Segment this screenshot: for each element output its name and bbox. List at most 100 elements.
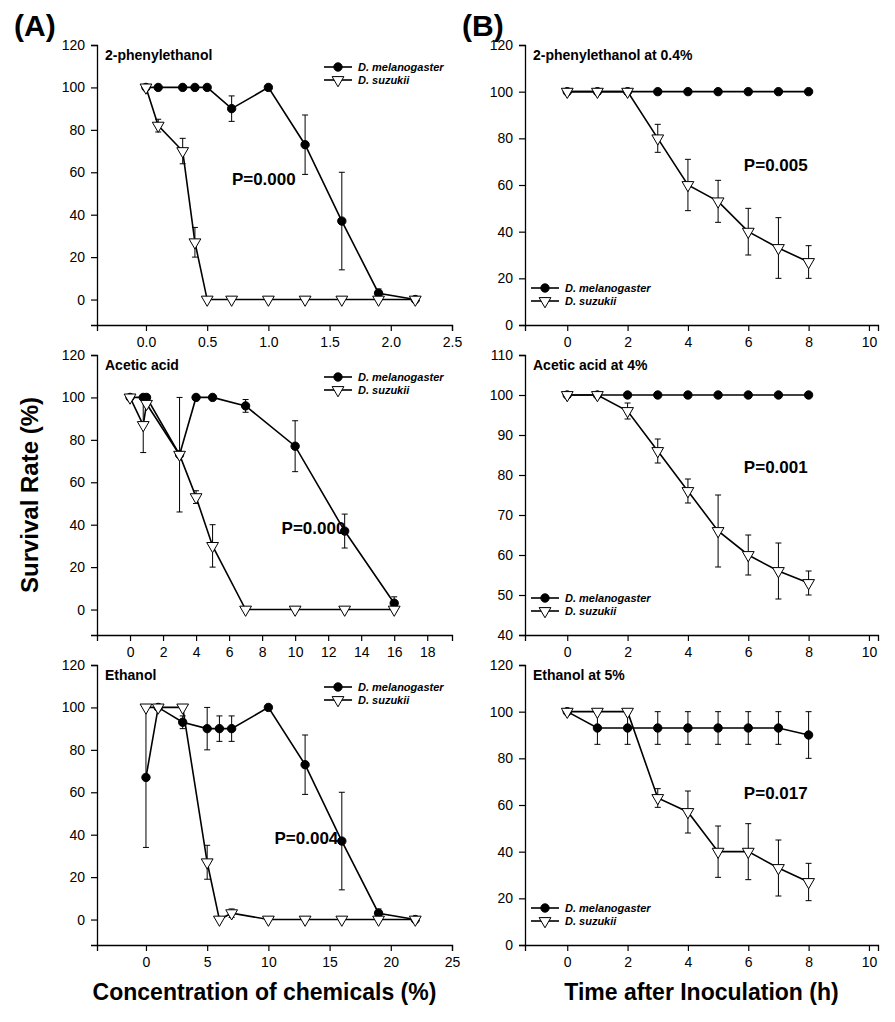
x-tick: 8 [805, 325, 813, 350]
x-tick-mark [130, 635, 131, 641]
data-point [742, 228, 754, 238]
y-tick: 120 [62, 657, 97, 673]
x-tick-label: 0 [564, 644, 572, 660]
y-tick: 40 [497, 844, 525, 860]
data-point [623, 724, 631, 732]
x-tick: 0 [143, 945, 151, 970]
data-point [207, 543, 219, 553]
y-tick-label: 40 [69, 827, 85, 843]
x-axis: 0246810 [526, 945, 879, 970]
y-tick-mark [91, 397, 97, 398]
data-point [714, 87, 722, 95]
data-point [152, 704, 164, 714]
data-point [742, 848, 754, 858]
x-tick-mark [163, 635, 164, 641]
y-tick-mark [519, 325, 525, 326]
x-tick-label: 2 [624, 954, 632, 970]
y-tick-label: 120 [62, 657, 86, 673]
series-line [130, 397, 394, 609]
y-axis: 020406080100120 [490, 657, 526, 953]
data-point [227, 724, 235, 732]
y-tick: 90 [497, 427, 525, 443]
x-tick-mark [268, 325, 269, 331]
y-tick: 80 [69, 122, 97, 138]
x-tick-mark [146, 945, 147, 951]
x-tick-mark [567, 635, 568, 641]
panel-title: Ethanol [105, 667, 156, 683]
data-point [652, 135, 664, 145]
y-tick-label: 100 [62, 699, 86, 715]
panel-label: (A) [14, 9, 56, 42]
y-tick-label: 120 [490, 657, 514, 673]
y-tick-mark [91, 877, 97, 878]
x-tick-label: 2 [624, 644, 632, 660]
y-tick: 100 [490, 84, 525, 100]
y-axis-line [519, 46, 526, 326]
y-tick-mark [519, 278, 525, 279]
legend: D. melanogasterD. suzukii [324, 61, 444, 87]
legend-label: D. melanogaster [565, 282, 651, 294]
y-tick-label: 0 [77, 602, 85, 618]
y-tick-mark [519, 475, 525, 476]
x-tick-label: 10 [261, 954, 277, 970]
data-point [774, 87, 782, 95]
x-tick-mark [328, 635, 329, 641]
y-tick-mark [91, 355, 97, 356]
y-tick-label: 110 [491, 347, 514, 363]
data-point [773, 568, 785, 578]
y-tick: 100 [62, 389, 97, 405]
legend-marker [332, 77, 344, 87]
x-tick-mark [394, 635, 395, 641]
panel-title: Ethanol at 5% [533, 667, 625, 683]
x-axis: 0246810 [526, 325, 879, 350]
y-tick-label: 80 [69, 742, 85, 758]
y-tick-label: 100 [62, 389, 86, 405]
y-tick: 20 [497, 890, 525, 906]
y-tick-label: 20 [69, 249, 85, 265]
data-point [192, 393, 200, 401]
x-axis: 0510152025 [98, 945, 461, 970]
y-tick: 40 [69, 207, 97, 223]
x-tick-label: 25 [445, 954, 461, 970]
legend-label: D. melanogaster [565, 902, 651, 914]
x-tick-label: 6 [745, 954, 753, 970]
x-tick-mark [361, 635, 362, 641]
x-tick: 6 [745, 945, 753, 970]
data-point [773, 865, 785, 875]
x-tick-mark [427, 635, 428, 641]
series-line [146, 87, 415, 299]
x-tick-mark [329, 325, 330, 331]
legend-entry: D. suzukii [324, 74, 410, 87]
y-tick-label: 90 [497, 427, 513, 443]
y-axis: 020406080100120 [62, 347, 98, 636]
data-point [190, 494, 202, 504]
x-tick-mark [748, 325, 749, 331]
data-point [373, 916, 385, 926]
data-point [773, 245, 785, 255]
data-point [214, 916, 226, 926]
panel: 02468100204060801001202-phenylethanol at… [490, 37, 879, 350]
x-tick: 10 [862, 635, 878, 660]
legend-label: D. melanogaster [565, 592, 651, 604]
data-point [593, 724, 601, 732]
data-point [191, 83, 199, 91]
x-tick-label: 0 [143, 954, 151, 970]
legend-entry: D. suzukii [324, 384, 410, 397]
x-tick: 10 [862, 325, 878, 350]
data-point [201, 859, 213, 869]
x-tick: 18 [420, 635, 436, 660]
data-point [652, 795, 664, 805]
x-axis-line [98, 326, 453, 332]
x-tick-label: 15 [322, 954, 338, 970]
panel: 0510152025020406080100120EthanolP=0.004D… [62, 657, 461, 970]
y-tick-mark [519, 555, 525, 556]
x-tick-mark [809, 325, 810, 331]
series-line [146, 707, 415, 919]
x-tick-mark [627, 325, 628, 331]
x-axis-line [98, 636, 453, 642]
y-tick: 80 [497, 750, 525, 766]
x-tick: 10 [288, 635, 304, 660]
y-tick-mark [91, 215, 97, 216]
data-point [264, 703, 272, 711]
x-tick-label: 0.0 [137, 334, 157, 350]
